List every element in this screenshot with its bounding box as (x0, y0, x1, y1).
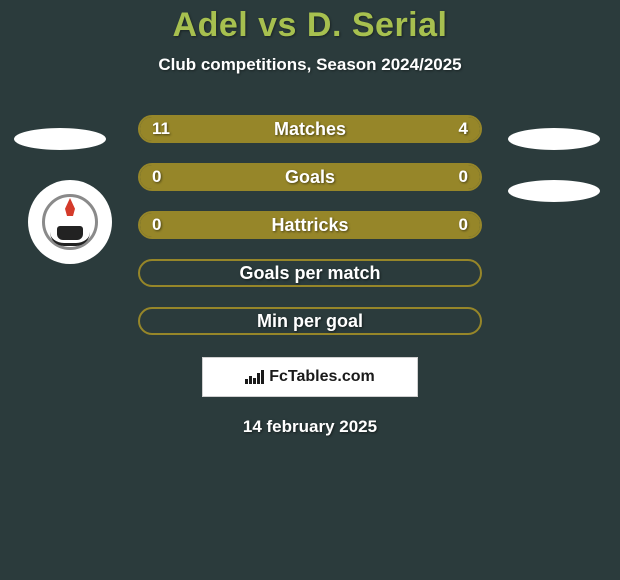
right-player-badge (508, 180, 600, 202)
stat-bar: Min per goal (138, 307, 482, 335)
left-club-badge (28, 180, 112, 264)
bar-chart-icon (245, 370, 263, 384)
stat-bar: Goals per match (138, 259, 482, 287)
right-player-badge (508, 128, 600, 150)
generated-date: 14 february 2025 (243, 417, 377, 437)
stat-bar: Matches114 (138, 115, 482, 143)
left-player-badge (14, 128, 106, 150)
club-crest-icon (40, 192, 100, 252)
brand-text: FcTables.com (269, 368, 375, 386)
brand-badge[interactable]: FcTables.com (202, 357, 418, 397)
stat-bar: Hattricks00 (138, 211, 482, 239)
page-title: Adel vs D. Serial (173, 6, 448, 45)
stat-bar: Goals00 (138, 163, 482, 191)
subtitle: Club competitions, Season 2024/2025 (158, 55, 461, 75)
